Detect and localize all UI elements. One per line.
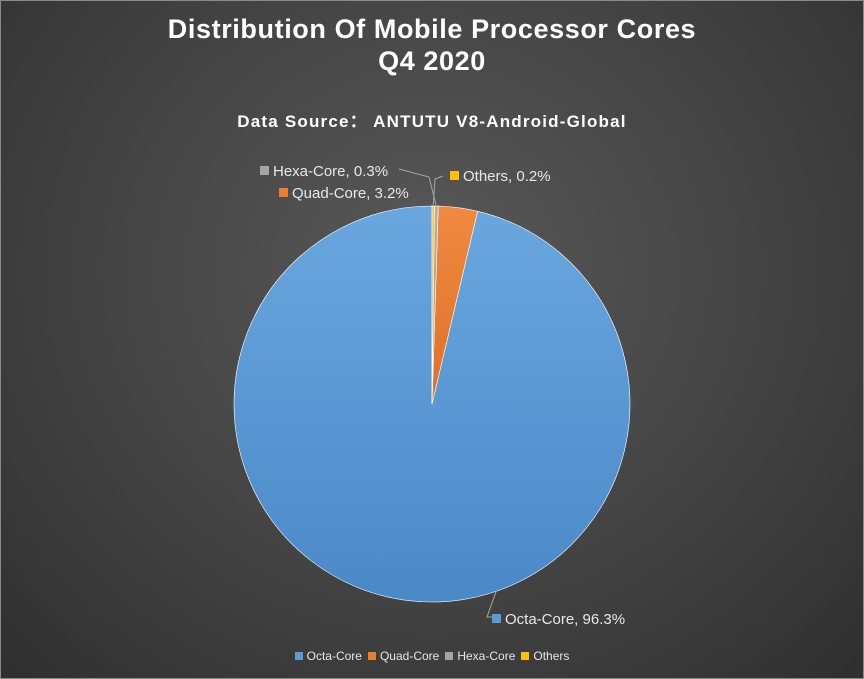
data-labels: Octa-Core, 96.3% Quad-Core, 3.2% Hexa-Core… (260, 163, 625, 628)
data-label-swatch-octa-core (492, 614, 501, 623)
legend-label-others: Others (533, 649, 570, 663)
chart-title-line-2: Q4 2020 (378, 46, 486, 76)
legend-label-hexa-core: Hexa-Core (457, 649, 516, 663)
data-label-others: Others, 0.2% (463, 168, 551, 185)
data-label-swatch-hexa-core (260, 166, 269, 175)
leader-line-octa-core (486, 591, 497, 618)
data-label-swatch-others (450, 171, 459, 180)
pie-slice-octa-core (233, 205, 631, 603)
legend-swatch-quad-core (367, 652, 376, 660)
data-label-octa-core: Octa-Core, 96.3% (505, 611, 625, 628)
legend-swatch-others (521, 652, 530, 660)
leader-lines (398, 168, 497, 618)
data-label-hexa-core: Hexa-Core, 0.3% (273, 163, 388, 180)
chart-title-line-1: Distribution Of Mobile Processor Cores (167, 14, 697, 44)
legend-item-others: Others (521, 649, 569, 663)
data-label-swatch-quad-core (279, 188, 288, 197)
legend-item-hexa-core: Hexa-Core (445, 649, 515, 663)
legend-label-quad-core: Quad-Core (379, 649, 440, 663)
data-label-quad-core: Quad-Core, 3.2% (292, 185, 409, 202)
legend-swatch-hexa-core (445, 652, 454, 660)
legend: Octa-Core Quad-Core Hexa-Core Others (1, 649, 863, 663)
pie-slices (233, 205, 631, 603)
legend-swatch-octa-core (294, 652, 303, 660)
pie-slice-others (431, 205, 435, 405)
legend-label-octa-core: Octa-Core (306, 649, 362, 663)
legend-item-octa-core: Octa-Core (294, 649, 362, 663)
chart-title: Distribution Of Mobile Processor Cores Q… (1, 13, 863, 77)
leader-line-others (432, 175, 444, 207)
legend-item-quad-core: Quad-Core (367, 649, 440, 663)
chart-subtitle: Data Source： ANTUTU V8-Android-Global (237, 112, 627, 131)
